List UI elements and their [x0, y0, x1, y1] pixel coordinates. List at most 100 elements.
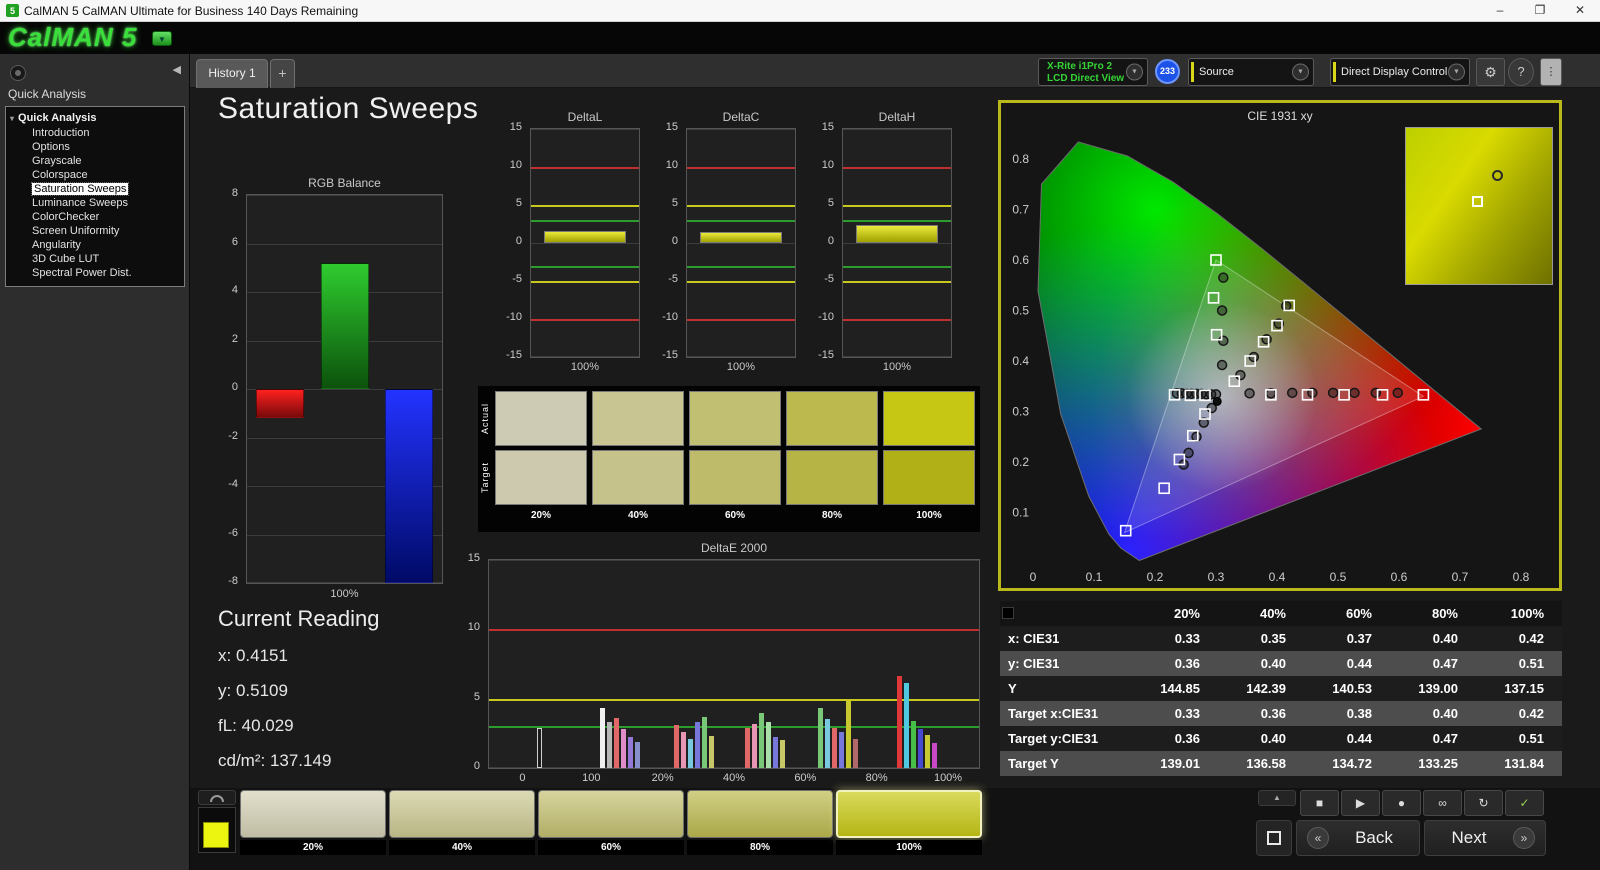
- sidebar-item-colorchecker[interactable]: ColorChecker: [6, 210, 184, 224]
- gridline: [531, 356, 639, 357]
- cie-target-point: [1301, 389, 1314, 401]
- chevron-up-icon: ▲: [1273, 793, 1281, 802]
- table-row-target-y[interactable]: Target Y 139.01 136.58 134.72 133.25 131.84: [1000, 751, 1562, 776]
- sidebar-item-screen-uniformity[interactable]: Screen Uniformity: [6, 224, 184, 238]
- table-row-label: x: CIE31: [1008, 631, 1060, 646]
- bottom-swatch-20[interactable]: [240, 790, 386, 838]
- axis-tick-label: 5: [671, 197, 678, 209]
- transport-refresh-button[interactable]: ↻: [1464, 790, 1503, 816]
- current-patch-tile[interactable]: [198, 807, 236, 853]
- sidebar-item-introduction[interactable]: Introduction: [6, 126, 184, 140]
- cie-target-point: [1210, 328, 1223, 341]
- target-swatch-20: [495, 450, 587, 505]
- close-button[interactable]: ✕: [1574, 3, 1586, 17]
- actual-swatch-80: [786, 391, 878, 446]
- svg-text:0.8: 0.8: [1012, 152, 1029, 166]
- cie-measurement-point: [1218, 272, 1229, 283]
- sidebar-item-options[interactable]: Options: [6, 140, 184, 154]
- sidebar-item-label: 3D Cube LUT: [32, 253, 100, 265]
- display-control-dropdown[interactable]: Direct Display Control ▼: [1330, 58, 1470, 86]
- swatch-strip-expand-button[interactable]: [198, 790, 236, 805]
- deltae-bar: [765, 722, 771, 768]
- table-row-target-y-cie31[interactable]: Target y:CIE31 0.36 0.40 0.44 0.47 0.51: [1000, 726, 1562, 751]
- tree-root-item[interactable]: ▾ Quick Analysis: [6, 110, 184, 126]
- tab-history-1[interactable]: History 1: [196, 59, 268, 88]
- controls-collapse-button[interactable]: ▲: [1258, 790, 1296, 806]
- maximize-button[interactable]: ❐: [1534, 3, 1546, 17]
- reference-line: [531, 319, 639, 321]
- minimize-button[interactable]: –: [1496, 3, 1504, 17]
- sidebar-mode-button[interactable]: [10, 65, 26, 81]
- gridline: [843, 243, 951, 244]
- swatch-column-label: 100%: [916, 510, 942, 521]
- deltae-bar: [635, 741, 641, 768]
- bottom-swatch-label: 60%: [538, 840, 684, 855]
- table-row-y[interactable]: Y 144.85 142.39 140.53 139.00 137.15: [1000, 676, 1562, 701]
- cie-target-point: [1257, 336, 1270, 348]
- table-cell: 139.00: [1418, 681, 1458, 696]
- transport-record-button[interactable]: ●: [1382, 790, 1421, 816]
- bottom-swatch-40[interactable]: [389, 790, 535, 838]
- bottom-swatch-60[interactable]: [538, 790, 684, 838]
- reference-line: [489, 698, 979, 701]
- table-cell: 0.36: [1174, 656, 1200, 671]
- gridline: [843, 356, 951, 357]
- sidebar-collapse-button[interactable]: ◀: [173, 63, 181, 76]
- meter-count-badge[interactable]: 233: [1155, 59, 1180, 84]
- sidebar-item-3d-cube-lut[interactable]: 3D Cube LUT: [6, 252, 184, 266]
- cie-target-point: [1376, 389, 1389, 401]
- sidebar-item-angularity[interactable]: Angularity: [6, 238, 184, 252]
- gridline: [247, 582, 442, 583]
- meter-name: X-Rite i1Pro 2: [1047, 61, 1113, 72]
- svg-text:0.4: 0.4: [1269, 570, 1286, 584]
- axis-tick-label: 10: [665, 159, 678, 171]
- source-dropdown[interactable]: Source ▼: [1188, 58, 1314, 86]
- svg-text:0.7: 0.7: [1012, 203, 1029, 217]
- reference-line: [687, 205, 795, 207]
- tree-expand-icon: ▾: [10, 114, 15, 123]
- axis-tick-label: -2: [228, 429, 238, 442]
- bottom-swatch-80[interactable]: [687, 790, 833, 838]
- sidebar-item-label: Luminance Sweeps: [32, 197, 129, 209]
- transport-apply-button[interactable]: ✓: [1505, 790, 1544, 816]
- logo-menu-button[interactable]: ▼: [152, 31, 172, 46]
- table-row-y-cie31[interactable]: y: CIE31 0.36 0.40 0.44 0.47 0.51: [1000, 651, 1562, 676]
- deltae-bar: [694, 722, 700, 768]
- table-row-target-x-cie31[interactable]: Target x:CIE31 0.33 0.36 0.38 0.40 0.42: [1000, 701, 1562, 726]
- sidebar-item-grayscale[interactable]: Grayscale: [6, 154, 184, 168]
- table-header-row: 20% 40% 60% 80% 100%: [1000, 601, 1562, 626]
- help-button[interactable]: ?: [1508, 58, 1534, 86]
- sidebar-item-luminance-sweeps[interactable]: Luminance Sweeps: [6, 196, 184, 210]
- axis-tick-label: 5: [515, 197, 522, 209]
- tab-add-button[interactable]: +: [270, 59, 295, 88]
- sidebar-item-label: ColorChecker: [32, 211, 100, 223]
- table-row-x-cie31[interactable]: x: CIE31 0.33 0.35 0.37 0.40 0.42: [1000, 626, 1562, 651]
- sidebar-item-colorspace[interactable]: Colorspace: [6, 168, 184, 182]
- current-reading-line: y: 0.5109: [218, 681, 288, 700]
- transport-play-button[interactable]: ▶: [1341, 790, 1380, 816]
- sidebar-item-saturation-sweeps[interactable]: Saturation Sweeps: [6, 182, 184, 196]
- axis-tick-label: 20%: [651, 772, 674, 784]
- back-button[interactable]: « Back: [1296, 820, 1420, 856]
- axis-tick-label: 5: [827, 197, 834, 209]
- delta-l-yaxis: 15 10 5 0 -5 -10 -15: [496, 121, 526, 361]
- sidebar-item-spectral-power-dist[interactable]: Spectral Power Dist.: [6, 266, 184, 280]
- bottom-swatch-100[interactable]: [836, 790, 982, 838]
- cie-target-point: [1271, 319, 1283, 332]
- meter-dropdown[interactable]: X-Rite i1Pro 2 LCD Direct View ▼: [1038, 58, 1148, 86]
- cie-white-point: [1212, 396, 1222, 406]
- table-cell: 0.42: [1518, 706, 1544, 721]
- current-reading-line: x: 0.4151: [218, 646, 288, 665]
- cie-target-point: [1199, 408, 1211, 420]
- transport-loop-button[interactable]: ∞: [1423, 790, 1462, 816]
- reference-line: [531, 220, 639, 223]
- gridline: [247, 486, 442, 487]
- settings-button[interactable]: ⚙: [1476, 58, 1505, 86]
- next-button[interactable]: Next »: [1424, 820, 1546, 856]
- next-label: Next: [1451, 828, 1487, 847]
- panel-toggle-button[interactable]: ⋮: [1540, 58, 1562, 86]
- table-cell: 136.58: [1246, 756, 1286, 771]
- transport-stop-button[interactable]: ■: [1300, 790, 1339, 816]
- gridline: [247, 243, 442, 245]
- stop-measurement-button[interactable]: [1256, 820, 1292, 856]
